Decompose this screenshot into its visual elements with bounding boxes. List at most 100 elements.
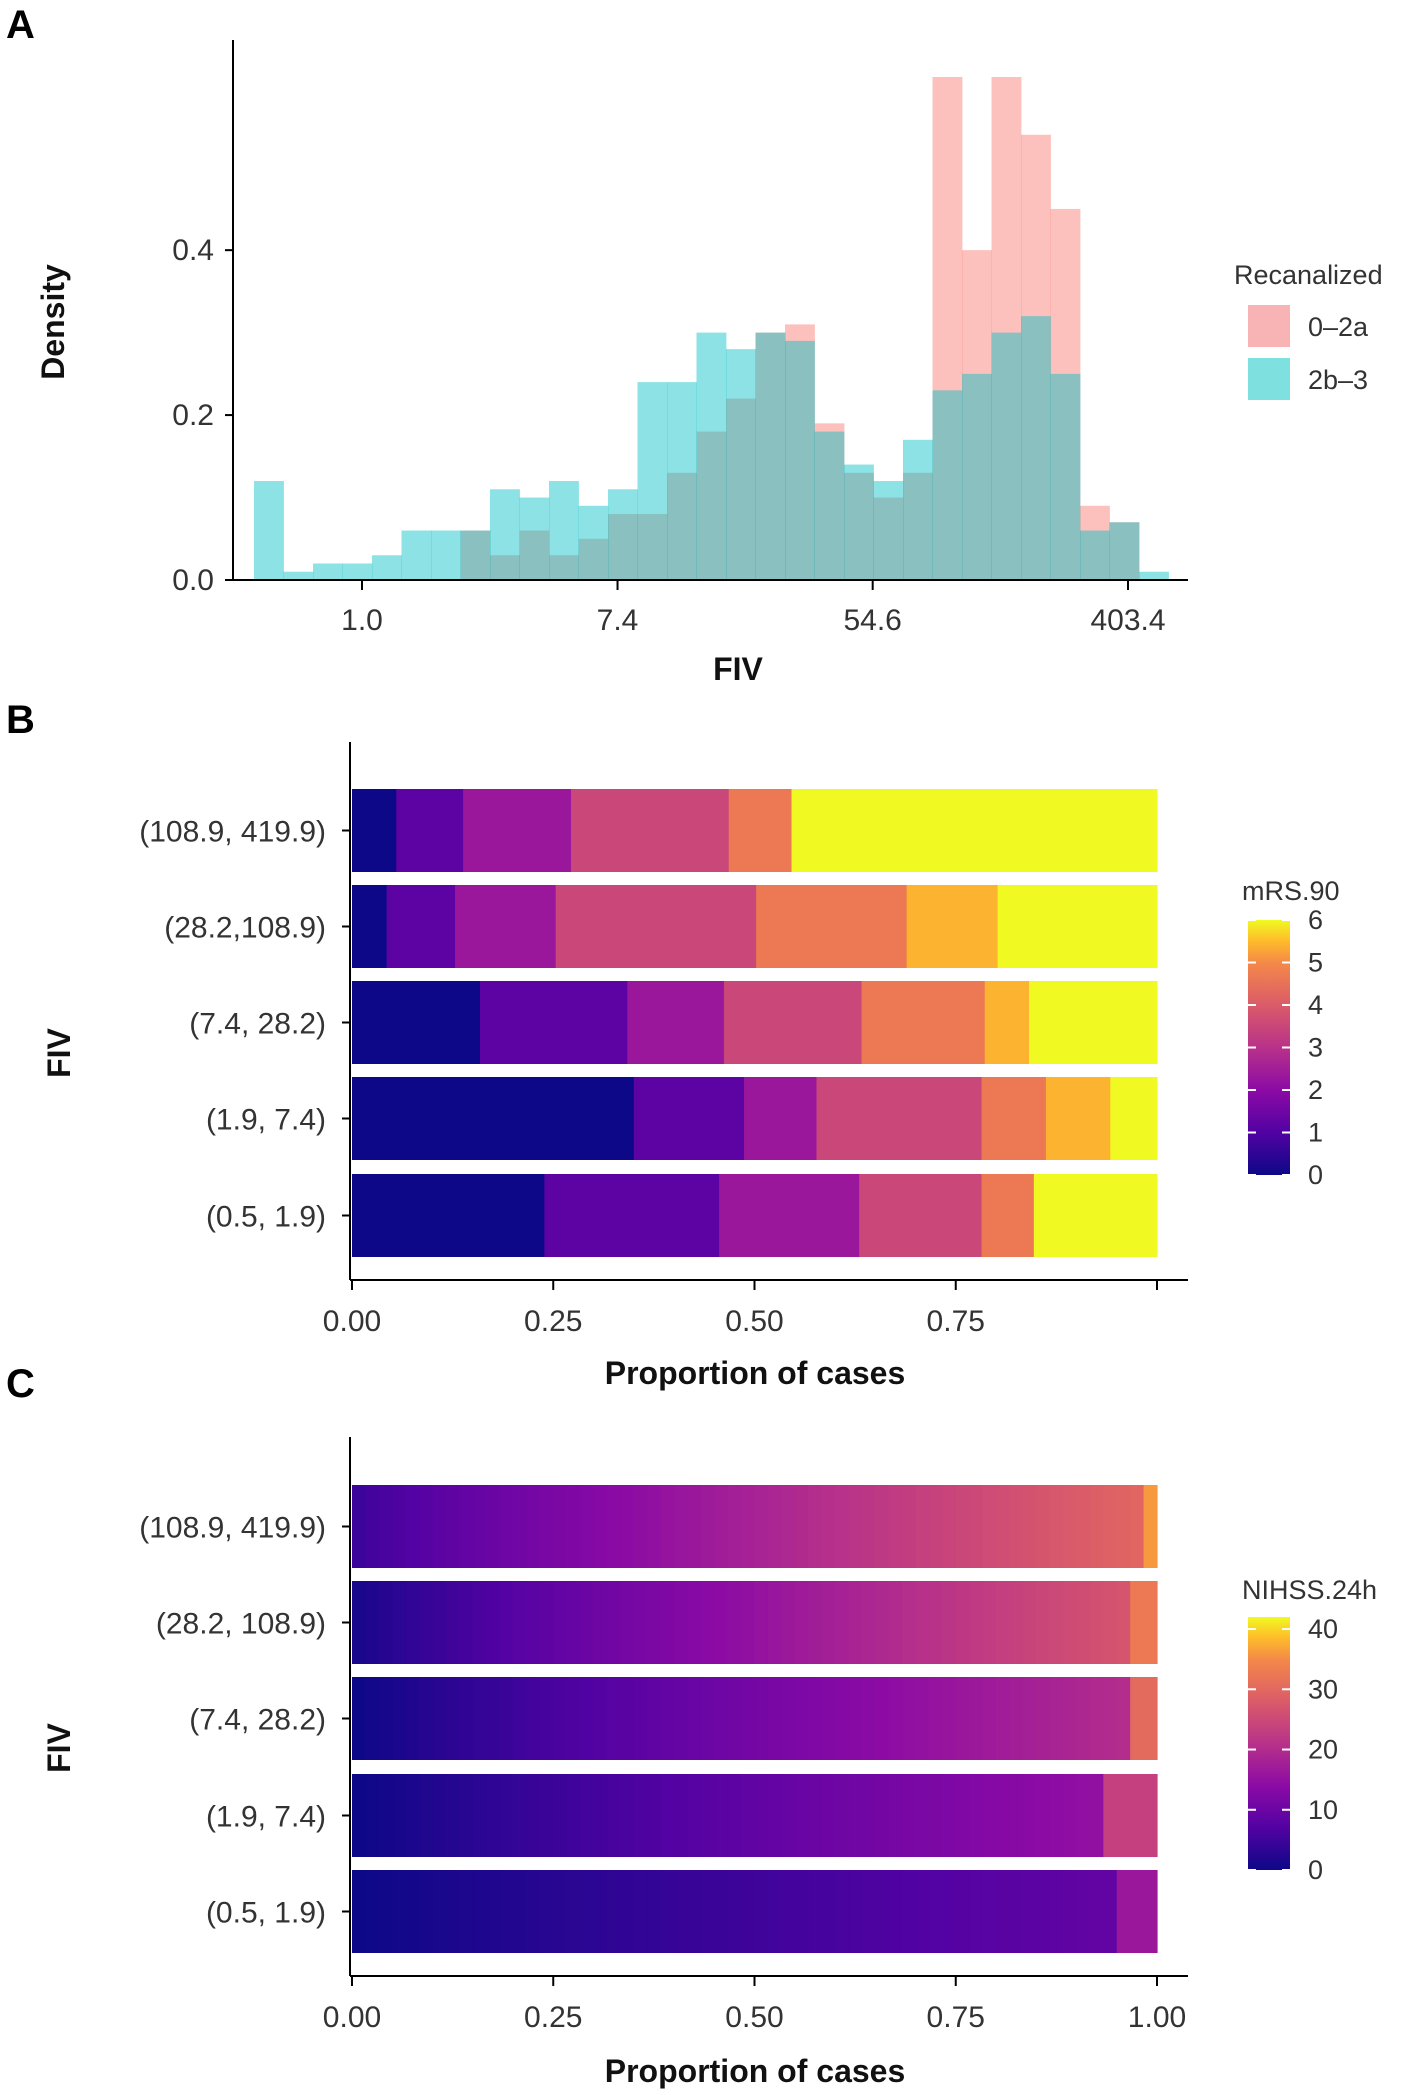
b-segment-r2-mrs2 bbox=[627, 981, 725, 1064]
c-segment-r0-s45 bbox=[955, 1485, 970, 1568]
c-xtick-label-3: 0.75 bbox=[927, 2001, 985, 2034]
c-segment-r0-s32 bbox=[781, 1485, 796, 1568]
c-category-label-1: (28.2, 108.9) bbox=[156, 1608, 326, 1641]
c-segment-r0-s30 bbox=[754, 1485, 769, 1568]
c-segment-r3-s16 bbox=[566, 1774, 581, 1857]
c-segment-r1-s8 bbox=[459, 1581, 474, 1664]
c-segment-r0-s31 bbox=[767, 1485, 782, 1568]
c-segment-r3-s47 bbox=[982, 1774, 997, 1857]
a-bar-0-2a-29 bbox=[1109, 522, 1140, 580]
c-segment-r2-s26 bbox=[700, 1677, 715, 1760]
c-segment-r3-s20 bbox=[620, 1774, 635, 1857]
c-segment-r4-s58 bbox=[1130, 1870, 1145, 1953]
c-segment-r3-s1 bbox=[365, 1774, 380, 1857]
b-segment-r1-mrs4 bbox=[756, 885, 908, 968]
c-segment-r2-s44 bbox=[942, 1677, 957, 1760]
c-segment-r0-s1 bbox=[365, 1485, 380, 1568]
b-segment-r1-mrs1 bbox=[386, 885, 456, 968]
b-segment-r4-mrs2 bbox=[719, 1174, 860, 1257]
b-segment-r2-mrs3 bbox=[723, 981, 863, 1064]
c-segment-r2-s6 bbox=[432, 1677, 447, 1760]
c-segment-r0-s9 bbox=[472, 1485, 487, 1568]
c-segment-r0-s22 bbox=[647, 1485, 662, 1568]
c-segment-r0-s17 bbox=[580, 1485, 595, 1568]
c-segment-r1-s36 bbox=[835, 1581, 850, 1664]
c-cbar-label-1: 30 bbox=[1308, 1674, 1338, 1704]
c-segment-r2-s25 bbox=[687, 1677, 702, 1760]
a-bar-0-2a-16 bbox=[726, 398, 756, 580]
c-segment-r4-s19 bbox=[606, 1870, 621, 1953]
c-segment-r3-s0 bbox=[352, 1774, 367, 1857]
c-segment-r4-s44 bbox=[942, 1870, 957, 1953]
c-segment-r0-s16 bbox=[566, 1485, 581, 1568]
c-segment-r1-s55 bbox=[1089, 1581, 1104, 1664]
b-segment-r3-mrs2 bbox=[744, 1077, 817, 1160]
c-segment-r1-s28 bbox=[727, 1581, 742, 1664]
c-segment-r3-s53 bbox=[1063, 1774, 1078, 1857]
c-segment-r3-s52 bbox=[1049, 1774, 1064, 1857]
c-segment-r3-s30 bbox=[754, 1774, 769, 1857]
c-segment-r1-s16 bbox=[566, 1581, 581, 1664]
c-segment-r2-s43 bbox=[928, 1677, 943, 1760]
panel-a: A 0.00.20.4 1.0 7.4 54.6 403.4 FIV Density … bbox=[6, 3, 1383, 687]
b-segment-r4-mrs3 bbox=[859, 1174, 983, 1257]
c-segment-r4-s26 bbox=[700, 1870, 715, 1953]
c-category-label-4: (0.5, 1.9) bbox=[206, 1897, 326, 1930]
a-bar-0-2a-11 bbox=[578, 538, 609, 580]
c-segment-r4-s32 bbox=[781, 1870, 796, 1953]
c-stacked-bars bbox=[352, 1485, 1158, 1953]
c-segment-r3-s55 bbox=[1089, 1774, 1104, 1857]
a-legend-swatch-2b-3 bbox=[1248, 358, 1290, 400]
c-segment-r2-s40 bbox=[888, 1677, 903, 1760]
c-segment-r2-s55 bbox=[1089, 1677, 1104, 1760]
a-bar-0-2a-22 bbox=[903, 472, 933, 580]
c-segment-r2-s47 bbox=[982, 1677, 997, 1760]
c-segment-r4-s56 bbox=[1103, 1870, 1118, 1953]
c-segment-r0-s8 bbox=[459, 1485, 474, 1568]
a-legend: Recanalized 0–2a 2b–3 bbox=[1234, 260, 1383, 400]
c-segment-r4-s12 bbox=[513, 1870, 528, 1953]
c-segment-r3-s41 bbox=[902, 1774, 917, 1857]
c-segment-r3-s37 bbox=[848, 1774, 863, 1857]
c-segment-r3-s19 bbox=[606, 1774, 621, 1857]
a-bar-2b-3-13 bbox=[637, 382, 668, 580]
c-segment-r3-s33 bbox=[794, 1774, 809, 1857]
c-segment-r2-s5 bbox=[419, 1677, 434, 1760]
c-segment-r3-s21 bbox=[633, 1774, 648, 1857]
c-segment-r4-s22 bbox=[647, 1870, 662, 1953]
c-segment-r2-s27 bbox=[714, 1677, 729, 1760]
a-bar-0-2a-12 bbox=[608, 514, 638, 580]
c-segment-r0-s23 bbox=[660, 1485, 675, 1568]
c-segment-r3-s5 bbox=[419, 1774, 434, 1857]
a-bar-2b-3-15 bbox=[696, 332, 727, 580]
c-segment-r2-s39 bbox=[875, 1677, 890, 1760]
a-bar-0-2a-20 bbox=[844, 472, 874, 580]
c-segment-r2-s46 bbox=[969, 1677, 984, 1760]
a-ytick-label-0: 0.0 bbox=[172, 564, 214, 597]
c-segment-r1-s34 bbox=[808, 1581, 823, 1664]
c-segment-r1-s31 bbox=[767, 1581, 782, 1664]
a-bar-2b-3-25 bbox=[991, 332, 1022, 580]
b-xtick-label-1: 0.25 bbox=[524, 1305, 582, 1338]
a-bar-2b-3-8 bbox=[490, 489, 520, 580]
c-segment-r0-s19 bbox=[606, 1485, 621, 1568]
c-segment-r2-s30 bbox=[754, 1677, 769, 1760]
c-segment-r4-s57 bbox=[1116, 1870, 1131, 1953]
c-segment-r3-s36 bbox=[835, 1774, 850, 1857]
c-cbar-label-4: 0 bbox=[1308, 1855, 1323, 1885]
a-xtick-label-0: 1.0 bbox=[341, 604, 383, 637]
c-segment-r2-s48 bbox=[996, 1677, 1011, 1760]
a-bar-2b-3-5 bbox=[401, 530, 432, 580]
c-segment-r4-s46 bbox=[969, 1870, 984, 1953]
c-segment-r2-s17 bbox=[580, 1677, 595, 1760]
b-segment-r0-mrs0 bbox=[352, 789, 397, 872]
c-colorbar-title: NIHSS.24h bbox=[1242, 1575, 1377, 1605]
c-segment-r3-s10 bbox=[486, 1774, 501, 1857]
c-segment-r1-s35 bbox=[821, 1581, 836, 1664]
a-bar-2b-3-12 bbox=[608, 489, 638, 580]
c-segment-r2-s50 bbox=[1022, 1677, 1037, 1760]
c-segment-r1-s6 bbox=[432, 1581, 447, 1664]
c-cbar-label-0: 40 bbox=[1308, 1614, 1338, 1644]
series-0-2a-bars bbox=[460, 77, 1140, 580]
a-x-ticks: 1.0 7.4 54.6 403.4 bbox=[341, 580, 1166, 637]
